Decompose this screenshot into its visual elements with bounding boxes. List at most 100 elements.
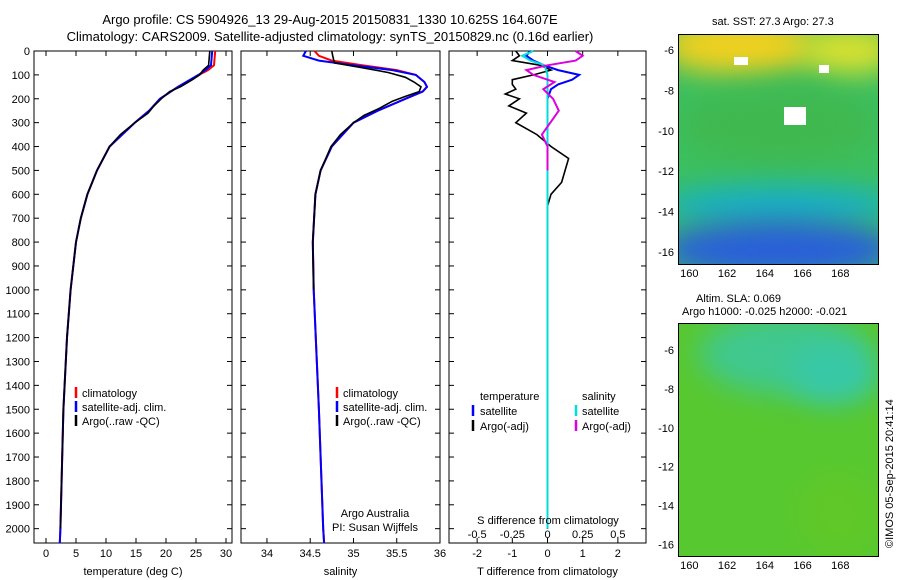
diff-s-tick-label: 0.5 (610, 529, 625, 541)
depth-tick-label: 0 (24, 46, 30, 58)
difference-profile-xtick-label: -1 (507, 548, 517, 560)
depth-tick-label: 900 (12, 261, 30, 273)
depth-tick-label: 600 (12, 189, 30, 201)
diff-s-tick-label: 0 (544, 529, 550, 541)
sst-map-xtick-label: 166 (793, 268, 811, 280)
temperature-profile-series-satellite-adj-clim- (58, 50, 214, 544)
sst-warm-patch (679, 35, 819, 75)
difference-profile-series-t-argo-adj- (503, 50, 570, 529)
depth-tick-label: 700 (12, 213, 30, 225)
sst-map-ytick-label: -16 (658, 247, 674, 259)
difference-profile-xlabel: T difference from climatology (477, 566, 618, 578)
depth-tick-label: 1900 (6, 500, 30, 512)
diff-s-tick-label: -0.25 (500, 529, 525, 541)
depth-tick-label: 100 (12, 70, 30, 82)
sst-map-ytick-label: -12 (658, 166, 674, 178)
diff-legend-left-label: satellite (480, 406, 517, 418)
temperature-profile-xtick-label: 10 (100, 548, 112, 560)
sst-mid-patch (679, 85, 878, 165)
temperature-profile-legend-label: Argo(..raw -QC) (82, 416, 160, 428)
depth-tick-label: 200 (12, 94, 30, 106)
depth-tick-label: 1600 (6, 428, 30, 440)
title-line-2: Climatology: CARS2009. Satellite-adjuste… (66, 29, 594, 44)
sst-map-xtick-label: 162 (718, 268, 736, 280)
salinity-profile-xtick-label: 36 (434, 548, 446, 560)
temperature-profile-series-argo-raw-qc- (59, 50, 211, 529)
imos-stamp: ©IMOS 05-Sep-2015 20:41:14 (884, 399, 896, 548)
salinity-profile-xtick-label: 34.5 (300, 548, 321, 560)
sla-map-ytick-label: -10 (658, 423, 674, 435)
difference-profile-series-t-satellite (524, 50, 582, 529)
sst-cold-patch (679, 220, 878, 264)
sla-map-ytick-label: -14 (658, 501, 674, 513)
sla-low-patch (799, 474, 878, 554)
depth-tick-label: 800 (12, 237, 30, 249)
sst-cool-patch (679, 185, 878, 225)
diff-legend-right-label: Argo(-adj) (582, 421, 631, 433)
depth-tick-label: 300 (12, 118, 30, 130)
salinity-profile-xtick-label: 35 (347, 548, 359, 560)
diff-s-tick-label: 0.25 (572, 529, 593, 541)
depth-tick-label: 500 (12, 165, 30, 177)
sla-map-ytick-label: -6 (664, 345, 674, 357)
sla-map-xtick-label: 164 (756, 560, 774, 572)
sst-map-ytick-label: -10 (658, 126, 674, 138)
depth-tick-label: 1700 (6, 452, 30, 464)
diff-legend-right-title: salinity (582, 391, 616, 403)
sst-map-xtick-label: 160 (680, 268, 698, 280)
temperature-profile-xtick-label: 25 (190, 548, 202, 560)
difference-profile-xtick-label: 1 (580, 548, 586, 560)
temperature-profile-xtick-label: 30 (220, 548, 232, 560)
depth-tick-label: 1800 (6, 476, 30, 488)
depth-tick-label: 1500 (6, 404, 30, 416)
sla-map-xtick-label: 166 (793, 560, 811, 572)
sla-map-xtick-label: 168 (831, 560, 849, 572)
pi-label: PI: Susan Wijffels (332, 522, 418, 534)
sst-map-ytick-label: -8 (664, 85, 674, 97)
diff-legend-left-title: temperature (480, 391, 539, 403)
diff-s-tick-label: -0.5 (468, 529, 487, 541)
salinity-profile-legend-label: Argo(..raw -QC) (343, 416, 421, 428)
depth-tick-label: 1000 (6, 285, 30, 297)
sla-map-ytick-label: -16 (658, 539, 674, 551)
difference-profile-series-s-satellite (519, 50, 549, 529)
argo-australia-label: Argo Australia (341, 508, 410, 520)
salinity-profile-xtick-label: 34 (261, 548, 273, 560)
depth-tick-label: 400 (12, 142, 30, 154)
temperature-profile-series-climatology (58, 50, 217, 544)
difference-profile-xtick-label: 0 (544, 548, 550, 560)
salinity-profile-frame (240, 50, 441, 544)
temperature-profile-xtick-label: 15 (130, 548, 142, 560)
temperature-profile-legend-label: climatology (82, 388, 138, 400)
sla-map-title-1: Altim. SLA: 0.069 (696, 293, 781, 305)
sst-warm-patch (799, 35, 878, 75)
depth-tick-label: 1400 (6, 380, 30, 392)
salinity-profile-legend-label: satellite-adj. clim. (343, 402, 427, 414)
depth-tick-label: 1100 (6, 309, 30, 321)
sla-map-ytick-label: -8 (664, 384, 674, 396)
temperature-profile-xtick-label: 5 (73, 548, 79, 560)
salinity-profile-xtick-label: 35.5 (386, 548, 407, 560)
sst-missing-data (784, 107, 806, 125)
sst-missing-data (819, 65, 829, 73)
sst-map-xtick-label: 168 (831, 268, 849, 280)
title-line-1: Argo profile: CS 5904926_13 29-Aug-2015 … (102, 12, 558, 27)
sla-map (678, 323, 879, 557)
difference-profile-xtick-label: -2 (472, 548, 482, 560)
temperature-profile-xtick-label: 0 (43, 548, 49, 560)
depth-tick-label: 1200 (6, 333, 30, 345)
depth-tick-label: 2000 (6, 524, 30, 536)
sla-map-title-2: Argo h1000: -0.025 h2000: -0.021 (682, 306, 848, 318)
salinity-profile-series-argo-raw-qc- (311, 50, 422, 290)
salinity-profile-series-satellite-adj-clim- (301, 50, 429, 544)
salinity-profile-legend-label: climatology (343, 388, 399, 400)
temperature-profile-xlabel: temperature (deg C) (83, 566, 182, 578)
sla-map-xtick-label: 162 (718, 560, 736, 572)
diff-legend-left-label: Argo(-adj) (480, 421, 529, 433)
sst-missing-data (734, 57, 748, 65)
sst-map-ytick-label: -6 (664, 45, 674, 57)
temperature-profile-xtick-label: 20 (160, 548, 172, 560)
temperature-profile-legend-label: satellite-adj. clim. (82, 402, 166, 414)
sst-map (678, 34, 879, 265)
difference-profile-series-s-argo-adj- (523, 50, 585, 171)
